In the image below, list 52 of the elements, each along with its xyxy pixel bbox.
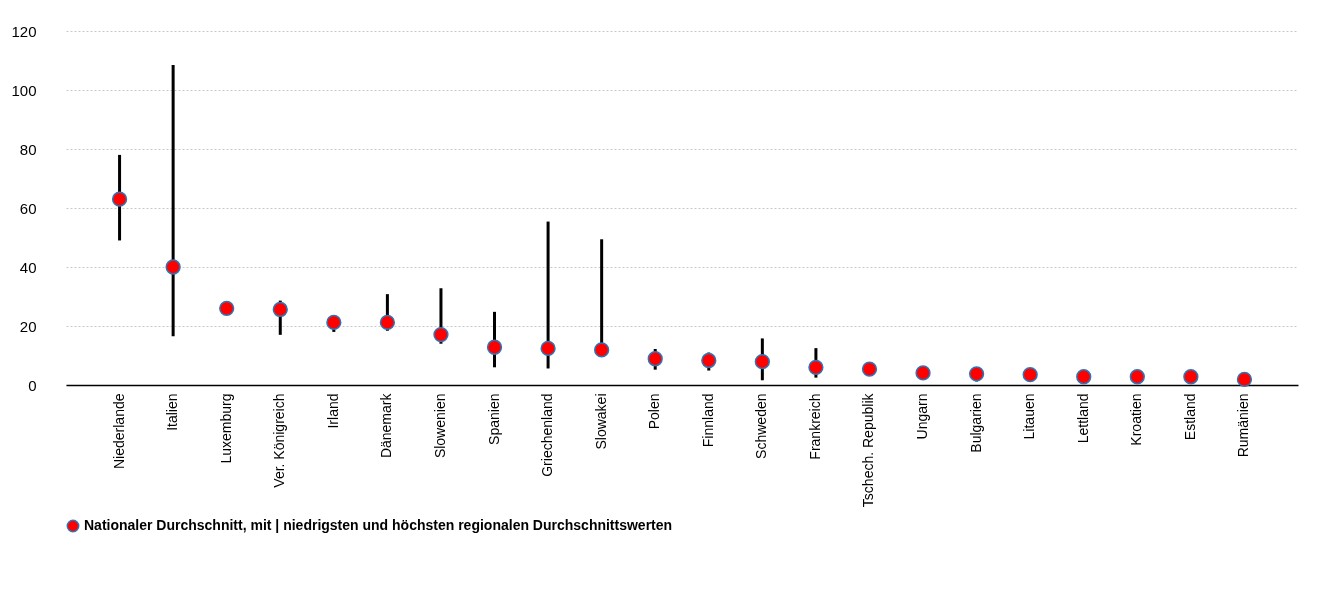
point — [1129, 369, 1145, 385]
point — [540, 340, 556, 357]
x-tick-label: Irland — [324, 393, 341, 429]
x-tick-label: Niederlande — [110, 393, 127, 469]
point — [379, 314, 396, 331]
x-tick-label: Rumänien — [1235, 393, 1252, 458]
point — [486, 339, 503, 355]
x-tick-label: Litauen — [1021, 393, 1038, 440]
point — [1022, 367, 1038, 383]
x-tick-label: Finnland — [699, 393, 716, 448]
x-tick-label: Dänemark — [378, 392, 395, 459]
y-tick-label: 80 — [19, 140, 37, 158]
y-tick-label: 120 — [11, 22, 37, 40]
point — [594, 342, 610, 358]
x-tick-label: Griechenland — [539, 393, 556, 477]
point — [433, 326, 449, 343]
x-tick-label: Spanien — [485, 393, 502, 445]
point — [968, 366, 985, 382]
y-tick-label: 60 — [19, 199, 37, 217]
x-tick-label: Polen — [646, 393, 663, 430]
x-tick-label: Estland — [1181, 393, 1198, 441]
point — [754, 354, 770, 370]
point — [326, 314, 342, 331]
x-tick-label: Bulgarien — [967, 393, 984, 453]
point — [1076, 369, 1092, 385]
point — [1183, 369, 1199, 385]
point — [808, 359, 824, 375]
x-tick-label: Ver. Königreich — [271, 393, 288, 488]
point — [111, 191, 128, 207]
y-tick-label: 20 — [19, 317, 37, 335]
y-tick-label: 40 — [19, 258, 37, 276]
x-tick-label: Ungarn — [914, 393, 931, 440]
x-tick-label: Schweden — [753, 393, 770, 459]
x-tick-label: Tschech. Republik — [860, 392, 877, 508]
point — [272, 301, 288, 318]
y-tick-label: 0 — [28, 376, 37, 394]
point — [1236, 371, 1253, 388]
y-tick-label: 100 — [11, 81, 37, 99]
legend-label: Nationaler Durchschnitt, mit | niedrigsten und höchsten regionalen Durchschnittswerten — [84, 517, 673, 533]
point — [165, 259, 181, 275]
point — [915, 365, 931, 381]
x-tick-label: Frankreich — [806, 393, 823, 460]
point — [701, 352, 717, 369]
point — [219, 300, 235, 316]
point — [861, 361, 878, 377]
x-tick-label: Lettland — [1074, 393, 1091, 444]
x-tick-label: Luxemburg — [217, 393, 234, 464]
x-tick-label: Slowenien — [431, 393, 448, 459]
point — [647, 351, 663, 367]
x-tick-label: Italien — [164, 393, 181, 431]
x-tick-label: Slowakei — [592, 393, 609, 450]
x-tick-label: Kroatien — [1128, 393, 1145, 446]
